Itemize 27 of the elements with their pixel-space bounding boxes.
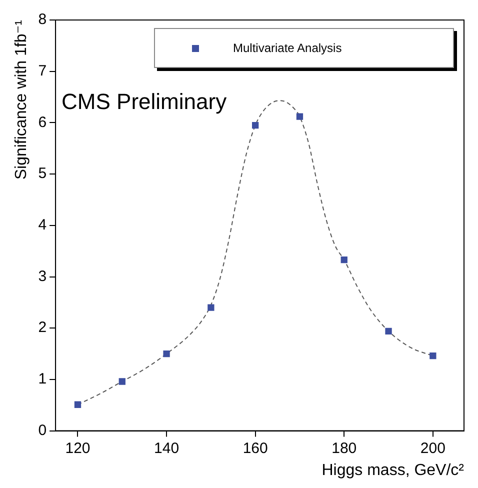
y-tick-label: 7 [38,62,47,80]
y-tick-label: 4 [38,216,47,234]
legend-box: Multivariate Analysis [154,28,454,68]
y-tick-label: 5 [38,165,47,182]
point [340,256,348,264]
point [163,350,170,358]
point [296,113,304,120]
x-tick-label: 160 [242,440,268,457]
y-tick-label: 1 [38,370,47,388]
x-tick-label: 140 [154,440,180,457]
y-axis-title: Significance with 1fb⁻¹ [13,20,30,180]
x-tick-label: 120 [65,440,90,457]
point [430,352,436,360]
y-tick-label: 0 [38,422,47,439]
point [74,401,82,408]
x-tick-label: 180 [332,440,357,457]
y-tick-label: 3 [38,268,47,285]
y-tick-label: 2 [38,319,47,336]
point [385,328,392,335]
annotation: CMS Preliminary [62,89,227,114]
x-tick-label: 200 [420,440,446,457]
point [118,378,126,385]
point [252,122,259,129]
y-tick-label: 6 [38,114,47,131]
y-tick-label: 8 [38,11,47,28]
x-axis-title: Higgs mass, GeV/c² [322,462,465,479]
point [208,304,214,311]
